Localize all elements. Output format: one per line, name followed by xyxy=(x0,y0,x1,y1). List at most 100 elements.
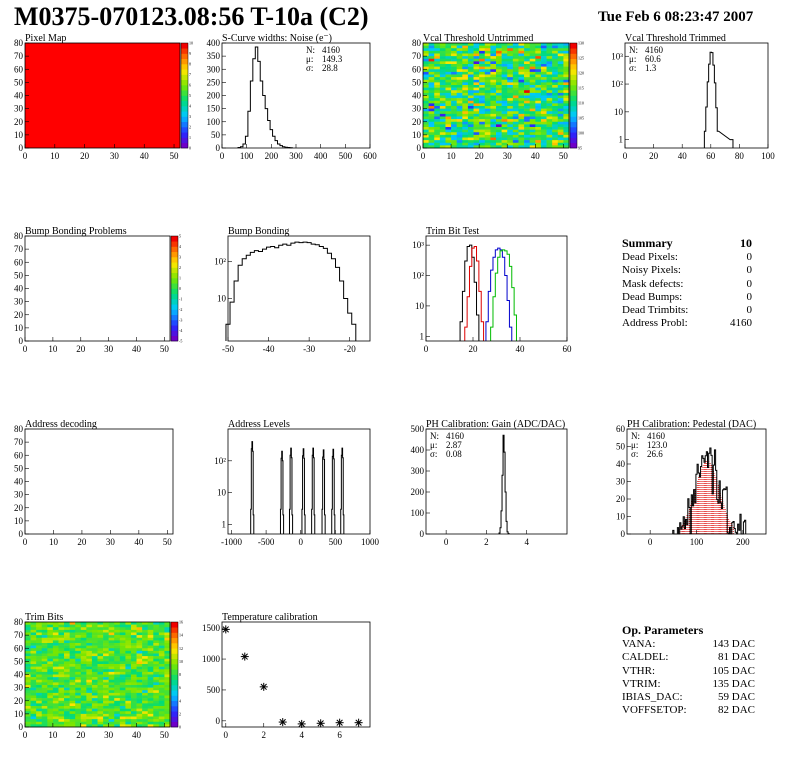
x-tick-label: 2 xyxy=(261,730,266,740)
heatmap-cell xyxy=(125,637,132,641)
heatmap-cell xyxy=(451,134,457,138)
heatmap-cell xyxy=(125,685,132,688)
x-tick-label: 60 xyxy=(706,151,716,161)
heatmap-cell xyxy=(80,677,87,681)
heatmap-cell xyxy=(158,669,165,673)
heatmap-cell xyxy=(490,45,497,49)
chart-title: PH Calibration: Gain (ADC/DAC) xyxy=(426,419,565,430)
heatmap-cell xyxy=(136,690,143,694)
heatmap-cell xyxy=(445,50,452,54)
heatmap-cell xyxy=(496,56,502,60)
x-tick-label: -20 xyxy=(344,344,356,354)
heatmap-cell xyxy=(512,53,519,57)
heatmap-cell xyxy=(142,724,148,728)
palette-cell xyxy=(171,648,178,654)
stats-label: σ: xyxy=(631,449,638,459)
heatmap-cell xyxy=(490,129,497,133)
heatmap-cell xyxy=(479,129,486,133)
x-tick-label: 20 xyxy=(80,151,90,161)
heatmap-cell xyxy=(518,92,525,96)
heatmap-cell xyxy=(456,53,463,57)
heatmap-cell xyxy=(142,703,148,707)
heatmap-cell xyxy=(153,692,160,696)
heatmap-cell xyxy=(518,53,525,57)
heatmap-cell xyxy=(103,698,109,702)
heatmap-cell xyxy=(563,108,570,112)
heatmap-cell xyxy=(473,82,480,86)
heatmap-cell xyxy=(439,61,446,65)
heatmap-cell xyxy=(563,103,570,107)
heatmap-cell xyxy=(473,124,480,128)
plot-frame xyxy=(227,235,371,342)
heatmap-cell xyxy=(439,66,446,70)
heatmap-cell xyxy=(484,129,491,133)
heatmap-cell xyxy=(439,48,446,52)
heatmap-cell xyxy=(114,703,121,707)
heatmap-cell xyxy=(434,140,441,144)
heatmap-cell xyxy=(540,142,547,146)
heatmap-cell xyxy=(103,679,109,683)
heatmap-cell xyxy=(47,669,54,673)
heatmap-cell xyxy=(164,661,171,665)
heatmap-cell xyxy=(36,685,43,688)
scatter-point xyxy=(335,718,344,727)
heatmap-cell xyxy=(501,69,508,73)
heatmap-cell xyxy=(52,700,59,704)
heatmap-cell xyxy=(119,635,126,639)
heatmap-cell xyxy=(540,85,547,88)
x-tick-label: 300 xyxy=(289,151,303,161)
heatmap-cell xyxy=(69,648,76,652)
heatmap-cell xyxy=(69,690,76,694)
heatmap-cell xyxy=(130,648,137,652)
heatmap-cell xyxy=(501,79,508,83)
x-tick-label: 500 xyxy=(339,151,353,161)
heatmap-cell xyxy=(557,50,564,54)
heatmap-cell xyxy=(507,137,514,141)
heatmap-cell xyxy=(86,700,93,704)
heatmap-cell xyxy=(423,129,429,133)
heatmap-cell xyxy=(546,137,553,141)
heatmap-cell xyxy=(25,695,31,699)
heatmap-cell xyxy=(507,113,514,117)
scatter-star-stroke xyxy=(336,719,343,726)
heatmap-cell xyxy=(80,692,87,696)
heatmap-cell xyxy=(114,695,121,699)
heatmap-cell xyxy=(423,132,429,136)
heatmap-cell xyxy=(125,677,132,681)
heatmap-cell xyxy=(36,622,43,625)
heatmap-cell xyxy=(125,724,132,728)
heatmap-cell xyxy=(130,706,137,709)
y-tick-label: 10² xyxy=(611,79,623,89)
heatmap-cell xyxy=(136,719,143,723)
heatmap-cell xyxy=(473,50,480,54)
heatmap-cell xyxy=(25,692,31,696)
palette-cell xyxy=(171,700,178,707)
heatmap-cell xyxy=(130,724,137,728)
heatmap-cell xyxy=(535,92,542,96)
palette-cell xyxy=(570,142,577,149)
heatmap-cell xyxy=(479,90,486,94)
heatmap-cell xyxy=(484,71,491,75)
heatmap-cell xyxy=(423,124,429,128)
y-tick-label: 100 xyxy=(207,117,221,127)
heatmap-cell xyxy=(535,129,542,133)
heatmap-cell xyxy=(75,624,82,628)
heatmap-cell xyxy=(529,50,536,54)
op-param-row: IBIAS_DAC: 59 DAC xyxy=(622,691,755,704)
y-tick-label: 10 xyxy=(217,294,227,304)
y-tick-label: 50 xyxy=(14,656,24,666)
heatmap-cell xyxy=(41,708,48,712)
heatmap-cell xyxy=(119,624,126,628)
heatmap-cell xyxy=(130,637,137,641)
heatmap-cell xyxy=(119,708,126,712)
heatmap-cell xyxy=(86,721,93,725)
heatmap-cell xyxy=(75,653,82,657)
heatmap-cell xyxy=(540,95,547,99)
heatmap-cell xyxy=(41,629,48,633)
heatmap-cell xyxy=(563,45,570,49)
palette-cell xyxy=(171,278,178,284)
heatmap-cell xyxy=(86,711,93,715)
heatmap-cell xyxy=(147,692,154,696)
heatmap-cell xyxy=(136,627,143,631)
heatmap-cell xyxy=(25,661,31,665)
